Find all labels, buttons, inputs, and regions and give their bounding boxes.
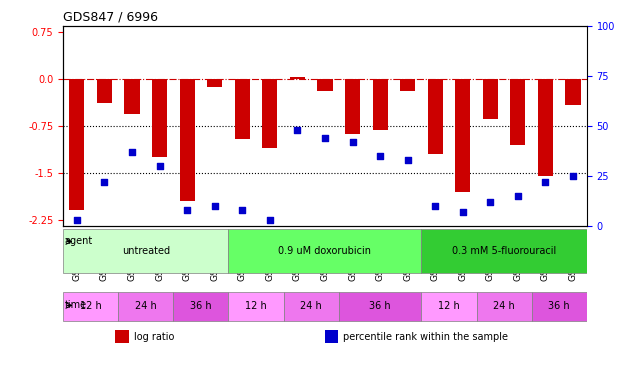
Point bbox=[292, 127, 302, 133]
Bar bbox=[565, 79, 581, 105]
Bar bbox=[235, 79, 250, 138]
Text: untreated: untreated bbox=[122, 246, 170, 256]
Point bbox=[155, 163, 165, 169]
Text: 12 h: 12 h bbox=[80, 301, 102, 311]
FancyBboxPatch shape bbox=[476, 292, 532, 321]
Text: 12 h: 12 h bbox=[438, 301, 460, 311]
FancyBboxPatch shape bbox=[228, 229, 422, 273]
Point bbox=[348, 139, 358, 145]
Point bbox=[457, 209, 468, 215]
Text: GDS847 / 6996: GDS847 / 6996 bbox=[63, 11, 158, 24]
FancyBboxPatch shape bbox=[63, 292, 118, 321]
Point bbox=[540, 179, 550, 185]
Bar bbox=[124, 79, 139, 114]
Point bbox=[430, 203, 440, 209]
Point bbox=[403, 157, 413, 163]
Bar bbox=[290, 77, 305, 79]
Point bbox=[320, 135, 330, 141]
Bar bbox=[317, 79, 333, 90]
Bar bbox=[455, 79, 470, 192]
Bar bbox=[152, 79, 167, 157]
Bar bbox=[538, 79, 553, 176]
Text: 24 h: 24 h bbox=[493, 301, 515, 311]
Point bbox=[100, 179, 110, 185]
Text: 24 h: 24 h bbox=[135, 301, 156, 311]
Text: agent: agent bbox=[64, 237, 93, 246]
Point bbox=[182, 207, 192, 213]
Bar bbox=[97, 79, 112, 103]
Text: 12 h: 12 h bbox=[245, 301, 267, 311]
Bar bbox=[400, 79, 415, 90]
Point bbox=[568, 173, 578, 179]
Bar bbox=[345, 79, 360, 134]
Text: 0.3 mM 5-fluorouracil: 0.3 mM 5-fluorouracil bbox=[452, 246, 557, 256]
FancyBboxPatch shape bbox=[228, 292, 283, 321]
Bar bbox=[69, 79, 85, 210]
FancyBboxPatch shape bbox=[174, 292, 228, 321]
Point bbox=[265, 217, 275, 223]
Point bbox=[513, 193, 523, 199]
Text: time: time bbox=[64, 300, 86, 310]
Text: 0.9 uM doxorubicin: 0.9 uM doxorubicin bbox=[278, 246, 372, 256]
Bar bbox=[207, 79, 222, 87]
Text: 36 h: 36 h bbox=[548, 301, 570, 311]
FancyBboxPatch shape bbox=[422, 292, 476, 321]
Text: percentile rank within the sample: percentile rank within the sample bbox=[343, 332, 509, 342]
Bar bbox=[428, 79, 443, 154]
Bar bbox=[510, 79, 526, 145]
Bar bbox=[262, 79, 278, 148]
FancyBboxPatch shape bbox=[339, 292, 422, 321]
Point bbox=[127, 149, 137, 155]
FancyBboxPatch shape bbox=[118, 292, 174, 321]
FancyBboxPatch shape bbox=[63, 229, 228, 273]
Bar bbox=[483, 79, 498, 118]
Point bbox=[209, 203, 220, 209]
Point bbox=[485, 199, 495, 205]
Text: 36 h: 36 h bbox=[369, 301, 391, 311]
FancyBboxPatch shape bbox=[422, 229, 587, 273]
Bar bbox=[325, 330, 338, 343]
Text: log ratio: log ratio bbox=[134, 332, 174, 342]
Bar bbox=[372, 79, 387, 130]
Point bbox=[375, 153, 385, 159]
FancyBboxPatch shape bbox=[532, 292, 587, 321]
Point bbox=[72, 217, 82, 223]
Bar bbox=[180, 79, 195, 201]
Bar bbox=[115, 330, 129, 343]
Text: 36 h: 36 h bbox=[190, 301, 212, 311]
FancyBboxPatch shape bbox=[283, 292, 339, 321]
Point bbox=[237, 207, 247, 213]
Text: 24 h: 24 h bbox=[300, 301, 322, 311]
